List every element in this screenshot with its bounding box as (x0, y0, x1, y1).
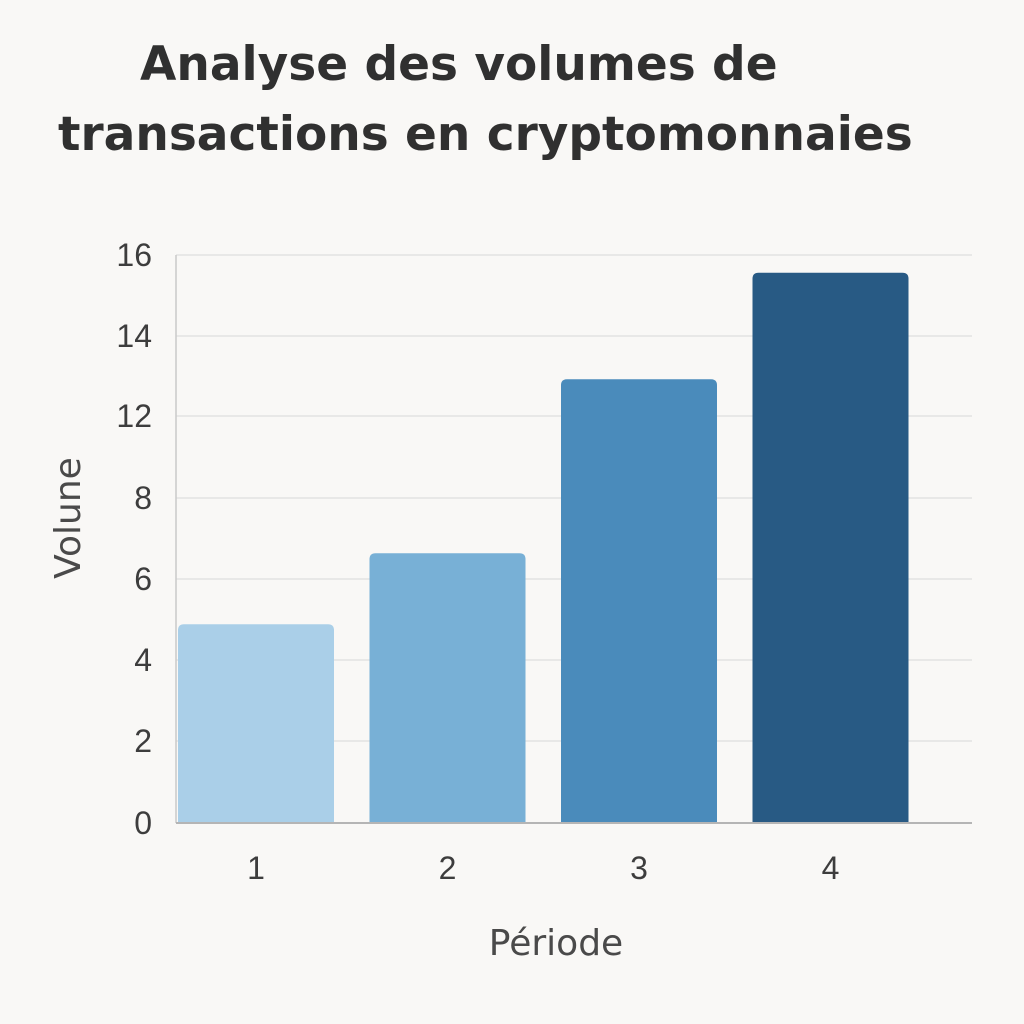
x-axis-label: Période (489, 923, 623, 964)
y-tick-labels: 0 2 4 6 8 12 14 16 (116, 237, 152, 841)
x-tick-label: 4 (822, 850, 840, 886)
bar-period-3 (561, 379, 717, 823)
y-tick-label: 4 (134, 642, 152, 678)
x-tick-label: 2 (439, 850, 457, 886)
chart-title: Analyse des volumes de transactions en c… (0, 30, 1024, 170)
y-tick-label: 14 (116, 318, 152, 354)
x-tick-label: 1 (247, 850, 265, 886)
bar-period-2 (369, 553, 526, 823)
bars (178, 272, 909, 823)
y-tick-label: 2 (134, 723, 152, 759)
x-tick-labels: 1 2 3 4 (247, 850, 839, 886)
y-tick-label: 12 (116, 398, 152, 434)
axes (175, 255, 972, 824)
x-tick-label: 3 (630, 850, 648, 886)
y-axis-label: Volune (48, 457, 89, 579)
y-tick-label: 6 (134, 561, 152, 597)
y-tick-label: 8 (134, 480, 152, 516)
bar-period-1 (178, 624, 334, 823)
y-tick-label: 0 (134, 805, 152, 841)
y-tick-label: 16 (116, 237, 152, 273)
chart-title-line-1: Analyse des volumes de (140, 37, 778, 92)
chart-title-line-2: transactions en cryptomonnaies (58, 107, 913, 162)
bar-period-4 (752, 272, 909, 823)
